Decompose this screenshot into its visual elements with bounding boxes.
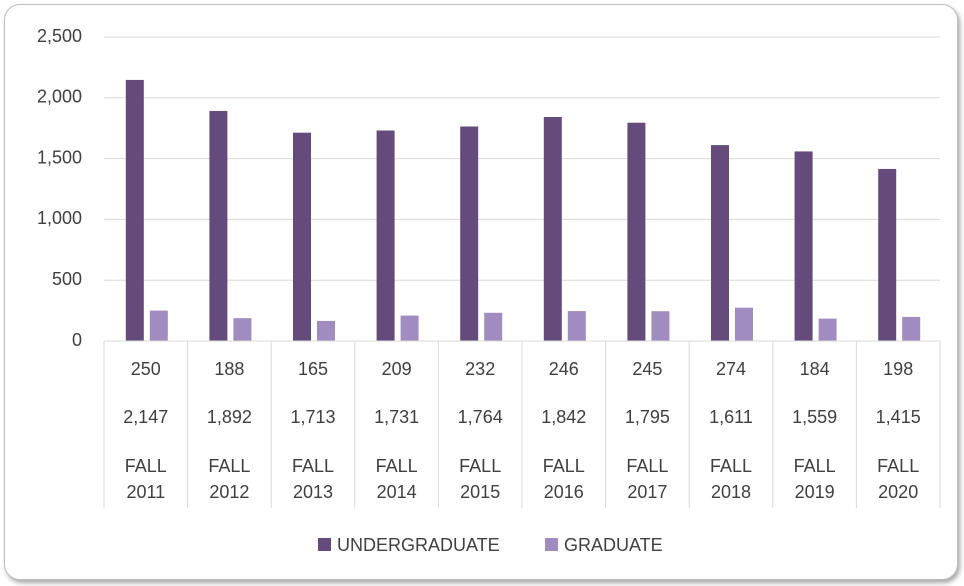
bar xyxy=(878,168,897,341)
table-value: 1,731 xyxy=(374,407,419,427)
table-value: 1,559 xyxy=(792,407,837,427)
bar xyxy=(233,318,252,341)
bar xyxy=(735,307,753,341)
bar xyxy=(376,130,395,341)
y-tick-label: 1,000 xyxy=(37,208,82,228)
table-value: 1,713 xyxy=(290,407,335,427)
x-tick-label: FALL 2012 xyxy=(208,456,251,502)
table-value: 1,892 xyxy=(207,407,252,427)
x-tick-label: FALL 2020 xyxy=(877,456,920,502)
bar xyxy=(902,316,921,341)
table-value: 184 xyxy=(800,359,830,379)
table-value: 188 xyxy=(214,359,244,379)
x-tick-label: FALL 2011 xyxy=(124,456,167,502)
table-value: 245 xyxy=(632,359,662,379)
y-tick-label: 2,000 xyxy=(37,87,82,107)
table-value: 1,842 xyxy=(541,407,586,427)
legend-swatch xyxy=(545,538,558,551)
table-value: 1,764 xyxy=(458,407,503,427)
legend-swatch xyxy=(318,538,331,551)
legend-label: GRADUATE xyxy=(564,535,663,555)
x-tick-label: FALL 2017 xyxy=(626,456,669,502)
x-tick-label: FALL 2018 xyxy=(709,456,753,502)
x-tick-label: FALL 2013 xyxy=(291,456,335,502)
bar xyxy=(627,122,646,341)
table-value: 2,147 xyxy=(123,407,168,427)
bar xyxy=(125,79,144,341)
x-tick-label: FALL 2015 xyxy=(459,456,502,502)
bar xyxy=(209,110,228,341)
bar xyxy=(543,117,562,341)
x-tick-label: FALL 2014 xyxy=(375,456,418,502)
bar xyxy=(651,311,670,341)
bar xyxy=(794,151,813,341)
x-tick-label: FALL 2016 xyxy=(542,456,585,502)
bar xyxy=(317,320,335,341)
y-tick-label: 500 xyxy=(52,269,82,289)
x-tick-label: FALL 2019 xyxy=(793,456,836,502)
table-value: 1,415 xyxy=(876,407,921,427)
table-value: 209 xyxy=(382,359,412,379)
y-tick-label: 2,500 xyxy=(37,26,82,46)
table-value: 232 xyxy=(465,359,495,379)
y-tick-label: 1,500 xyxy=(37,147,82,167)
bar xyxy=(567,311,586,341)
bar xyxy=(484,312,503,341)
bar xyxy=(711,145,729,341)
table-value: 274 xyxy=(716,359,746,379)
y-tick-label: 0 xyxy=(72,330,82,350)
table-value: 250 xyxy=(131,359,161,379)
bar xyxy=(293,132,311,341)
table-value: 1,611 xyxy=(709,407,753,427)
table-value: 165 xyxy=(298,359,328,379)
table-value: 198 xyxy=(883,359,913,379)
bar xyxy=(149,310,168,341)
bar xyxy=(460,126,479,342)
bar xyxy=(818,318,837,341)
table-value: 246 xyxy=(549,359,579,379)
table-value: 1,795 xyxy=(625,407,670,427)
legend-label: UNDERGRADUATE xyxy=(337,535,500,555)
bar xyxy=(400,315,419,341)
